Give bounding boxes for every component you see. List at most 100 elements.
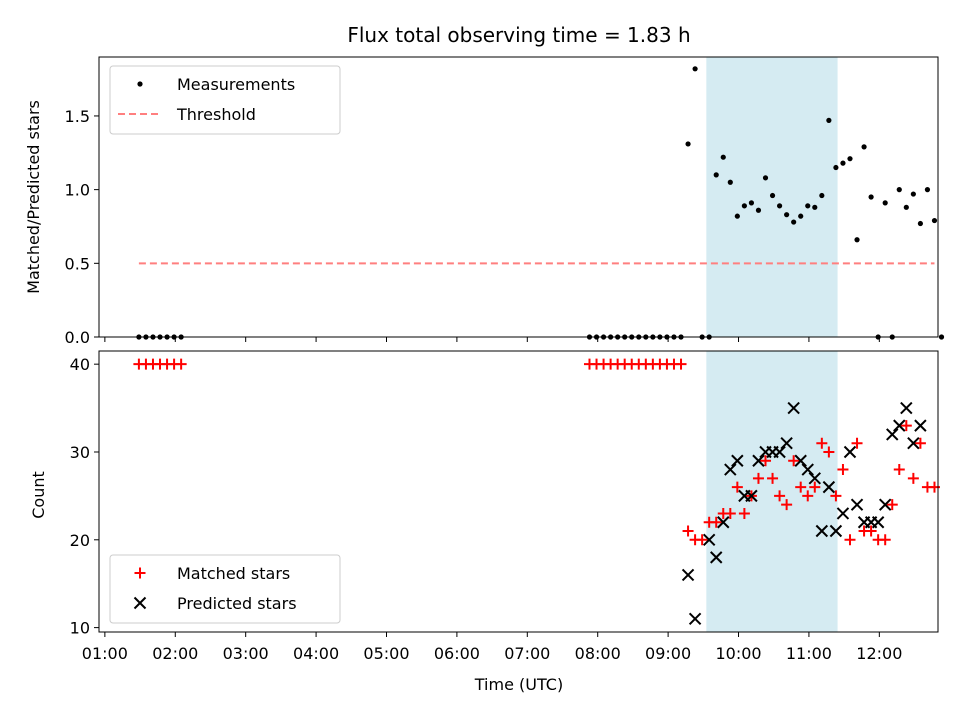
- data-point: [731, 454, 744, 467]
- data-point: [762, 175, 769, 181]
- data-point: [868, 194, 874, 200]
- data-point: [798, 213, 804, 219]
- xtick-label: 11:00: [786, 644, 832, 663]
- data-point: [900, 401, 913, 415]
- top-legend: Measurements Threshold: [109, 65, 341, 135]
- xtick-label: 08:00: [575, 644, 621, 663]
- data-point: [710, 551, 723, 564]
- data-point: [826, 117, 832, 123]
- data-point: [854, 237, 860, 243]
- data-point: [692, 66, 698, 72]
- top-ylabel: Matched/Predicted stars: [24, 100, 43, 294]
- data-point: [938, 334, 945, 340]
- data-point: [767, 472, 779, 484]
- data-point: [794, 454, 807, 467]
- data-point: [795, 481, 807, 493]
- legend-label: Matched stars: [177, 564, 290, 583]
- xtick-label: 01:00: [82, 644, 128, 663]
- legend-marker: [137, 81, 143, 87]
- data-point: [893, 464, 905, 476]
- legend-label: Measurements: [177, 75, 295, 94]
- data-point: [808, 472, 821, 485]
- data-point: [850, 498, 864, 511]
- data-point: [745, 489, 758, 503]
- data-point: [801, 463, 814, 476]
- data-point: [781, 499, 793, 511]
- data-point: [914, 437, 926, 449]
- data-point: [774, 490, 786, 502]
- data-point: [675, 358, 687, 370]
- data-point: [734, 213, 740, 219]
- data-point: [748, 200, 755, 206]
- data-point: [773, 445, 786, 459]
- data-point: [819, 192, 825, 199]
- data-point: [752, 454, 765, 467]
- bottom-series-layer: [133, 358, 940, 626]
- data-point: [879, 534, 891, 546]
- ytick-label: 40: [70, 355, 90, 374]
- data-point: [844, 534, 856, 546]
- data-point: [893, 419, 906, 432]
- data-point: [791, 219, 797, 225]
- top-panel: 0.0 0.5 1.0 1.5 Matched/Predicted stars Mea…: [24, 56, 945, 347]
- data-point: [776, 203, 783, 209]
- xtick-label: 05:00: [363, 644, 409, 663]
- ytick-label: 1.0: [65, 181, 90, 200]
- data-point: [903, 204, 909, 210]
- data-point: [688, 612, 702, 626]
- data-point: [843, 445, 857, 459]
- data-point: [900, 420, 912, 432]
- bottom-ylabel: Count: [29, 471, 48, 519]
- data-point: [836, 507, 850, 520]
- data-point: [787, 401, 800, 415]
- data-point: [802, 490, 814, 502]
- legend-marker: [134, 567, 146, 579]
- ytick-label: 0.0: [65, 328, 90, 347]
- data-point: [833, 164, 839, 171]
- data-point: [788, 455, 800, 467]
- bottom-legend: Matched stars Predicted stars: [109, 554, 341, 624]
- top-xaxis-ticks: [104, 337, 880, 342]
- legend-marker: [133, 596, 147, 610]
- data-point: [685, 141, 691, 147]
- data-point: [809, 481, 821, 493]
- data-point: [931, 217, 938, 224]
- data-point: [784, 212, 790, 218]
- data-point: [175, 358, 187, 370]
- xlabel: Time (UTC): [474, 675, 563, 694]
- bottom-shaded-span: [706, 350, 838, 633]
- data-point: [741, 203, 747, 209]
- data-point: [878, 498, 892, 511]
- data-point: [907, 436, 920, 450]
- bottom-yaxis: 10 20 30 40: [70, 355, 99, 638]
- data-point: [805, 203, 811, 209]
- data-point: [681, 568, 695, 582]
- bottom-axes-frame: [98, 350, 939, 633]
- data-point: [830, 490, 842, 502]
- ytick-label: 1.5: [65, 107, 90, 126]
- data-point: [727, 179, 733, 185]
- data-point: [896, 187, 902, 193]
- data-point: [738, 507, 750, 519]
- top-yaxis: 0.0 0.5 1.0 1.5: [65, 107, 99, 347]
- legend-label: Predicted stars: [177, 594, 297, 613]
- ytick-label: 30: [70, 443, 90, 462]
- data-point: [760, 455, 772, 467]
- xtick-label: 09:00: [645, 644, 691, 663]
- data-point: [910, 191, 916, 197]
- data-point: [865, 525, 877, 537]
- legend-box: [109, 554, 341, 624]
- bottom-xaxis: 01:00 02:00 03:00 04:00 05:00 06:00 07:00 08:00…: [82, 632, 902, 663]
- xtick-label: 10:00: [715, 644, 761, 663]
- data-point: [710, 516, 722, 528]
- top-axes-frame: [98, 56, 939, 338]
- ytick-label: 0.5: [65, 254, 90, 273]
- data-point: [720, 154, 726, 160]
- data-point: [871, 516, 885, 529]
- chart-title: Flux total observing time = 1.83 h: [347, 23, 690, 47]
- ytick-label: 10: [70, 619, 90, 638]
- data-point: [815, 524, 829, 538]
- xtick-label: 07:00: [504, 644, 550, 663]
